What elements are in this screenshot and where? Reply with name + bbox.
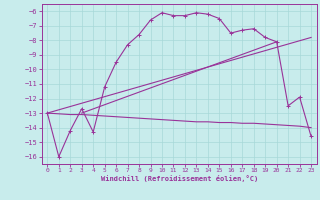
X-axis label: Windchill (Refroidissement éolien,°C): Windchill (Refroidissement éolien,°C): [100, 175, 258, 182]
